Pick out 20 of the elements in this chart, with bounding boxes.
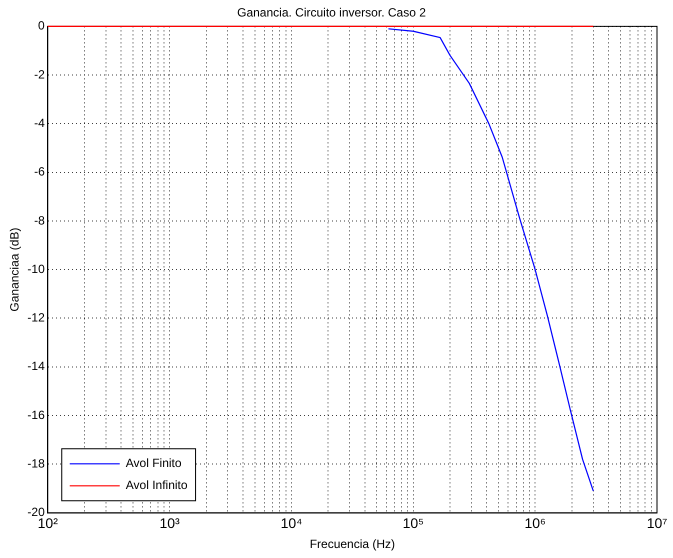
y-tick-label: -4 <box>34 116 46 130</box>
y-tick-label: 0 <box>38 18 46 33</box>
y-tick-label: -2 <box>34 67 46 82</box>
x-tick-label: 10⁶ <box>524 515 546 532</box>
x-tick-label: 10⁴ <box>280 515 302 532</box>
x-axis-title: Frecuencia (Hz) <box>310 537 396 552</box>
y-tick-label: -18 <box>27 456 46 470</box>
y-tick-label: -12 <box>27 310 46 325</box>
y-axis-title: Gananciaa (dB) <box>8 228 22 312</box>
y-tick-label: -16 <box>27 408 46 422</box>
y-tick-label: -14 <box>27 359 46 374</box>
x-tick-label: 10⁷ <box>646 515 668 532</box>
legend-label: Avol Infinito <box>126 478 188 492</box>
legend-label: Avol Finito <box>126 456 182 470</box>
chart-title: Ganancia. Circuito inversor. Caso 2 <box>237 6 426 20</box>
y-tick-label: -6 <box>34 164 46 179</box>
y-tick-label: -8 <box>34 213 46 228</box>
x-tick-label: 10⁵ <box>402 515 424 532</box>
x-tick-label: 10³ <box>159 515 180 532</box>
y-tick-label: -10 <box>27 262 46 276</box>
